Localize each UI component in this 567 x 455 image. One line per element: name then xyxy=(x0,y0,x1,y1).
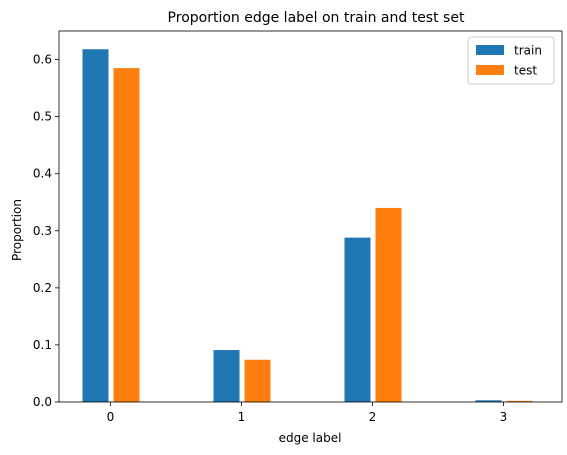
bar-test-1 xyxy=(244,359,271,402)
y-axis-label: Proportion xyxy=(10,199,24,261)
legend: train test xyxy=(467,36,555,85)
legend-label-test: test xyxy=(514,64,537,78)
x-tick-label: 2 xyxy=(369,410,377,424)
axes-frame xyxy=(58,30,563,403)
bar-train-1 xyxy=(213,350,240,402)
y-tick-label: 0.4 xyxy=(33,167,52,181)
y-tick-label: 0.5 xyxy=(33,110,52,124)
y-tick-label: 0.6 xyxy=(33,53,52,67)
bar-test-0 xyxy=(113,68,140,402)
y-tick-label: 0.1 xyxy=(33,338,52,352)
bar-train-0 xyxy=(82,49,109,402)
x-tick-label: 3 xyxy=(500,410,508,424)
chart-title: Proportion edge label on train and test … xyxy=(168,10,465,26)
bar-train-3 xyxy=(475,400,502,402)
x-tick-label: 0 xyxy=(107,410,115,424)
x-axis-label: edge label xyxy=(279,431,342,445)
y-tick-label: 0.3 xyxy=(33,224,52,238)
bar-train-2 xyxy=(344,237,371,402)
legend-swatch-train xyxy=(476,45,504,55)
bar-test-2 xyxy=(375,207,402,402)
legend-swatch-test xyxy=(476,65,504,75)
y-tick-label: 0.2 xyxy=(33,281,52,295)
bar-test-3 xyxy=(506,400,533,402)
legend-label-train: train xyxy=(514,44,542,58)
y-tick-label: 0.0 xyxy=(33,395,52,409)
plot-area: 0 1 2 3 0.0 0.1 0.2 0.3 0.4 0.5 0.6 xyxy=(33,30,563,424)
x-tick-label: 1 xyxy=(238,410,246,424)
